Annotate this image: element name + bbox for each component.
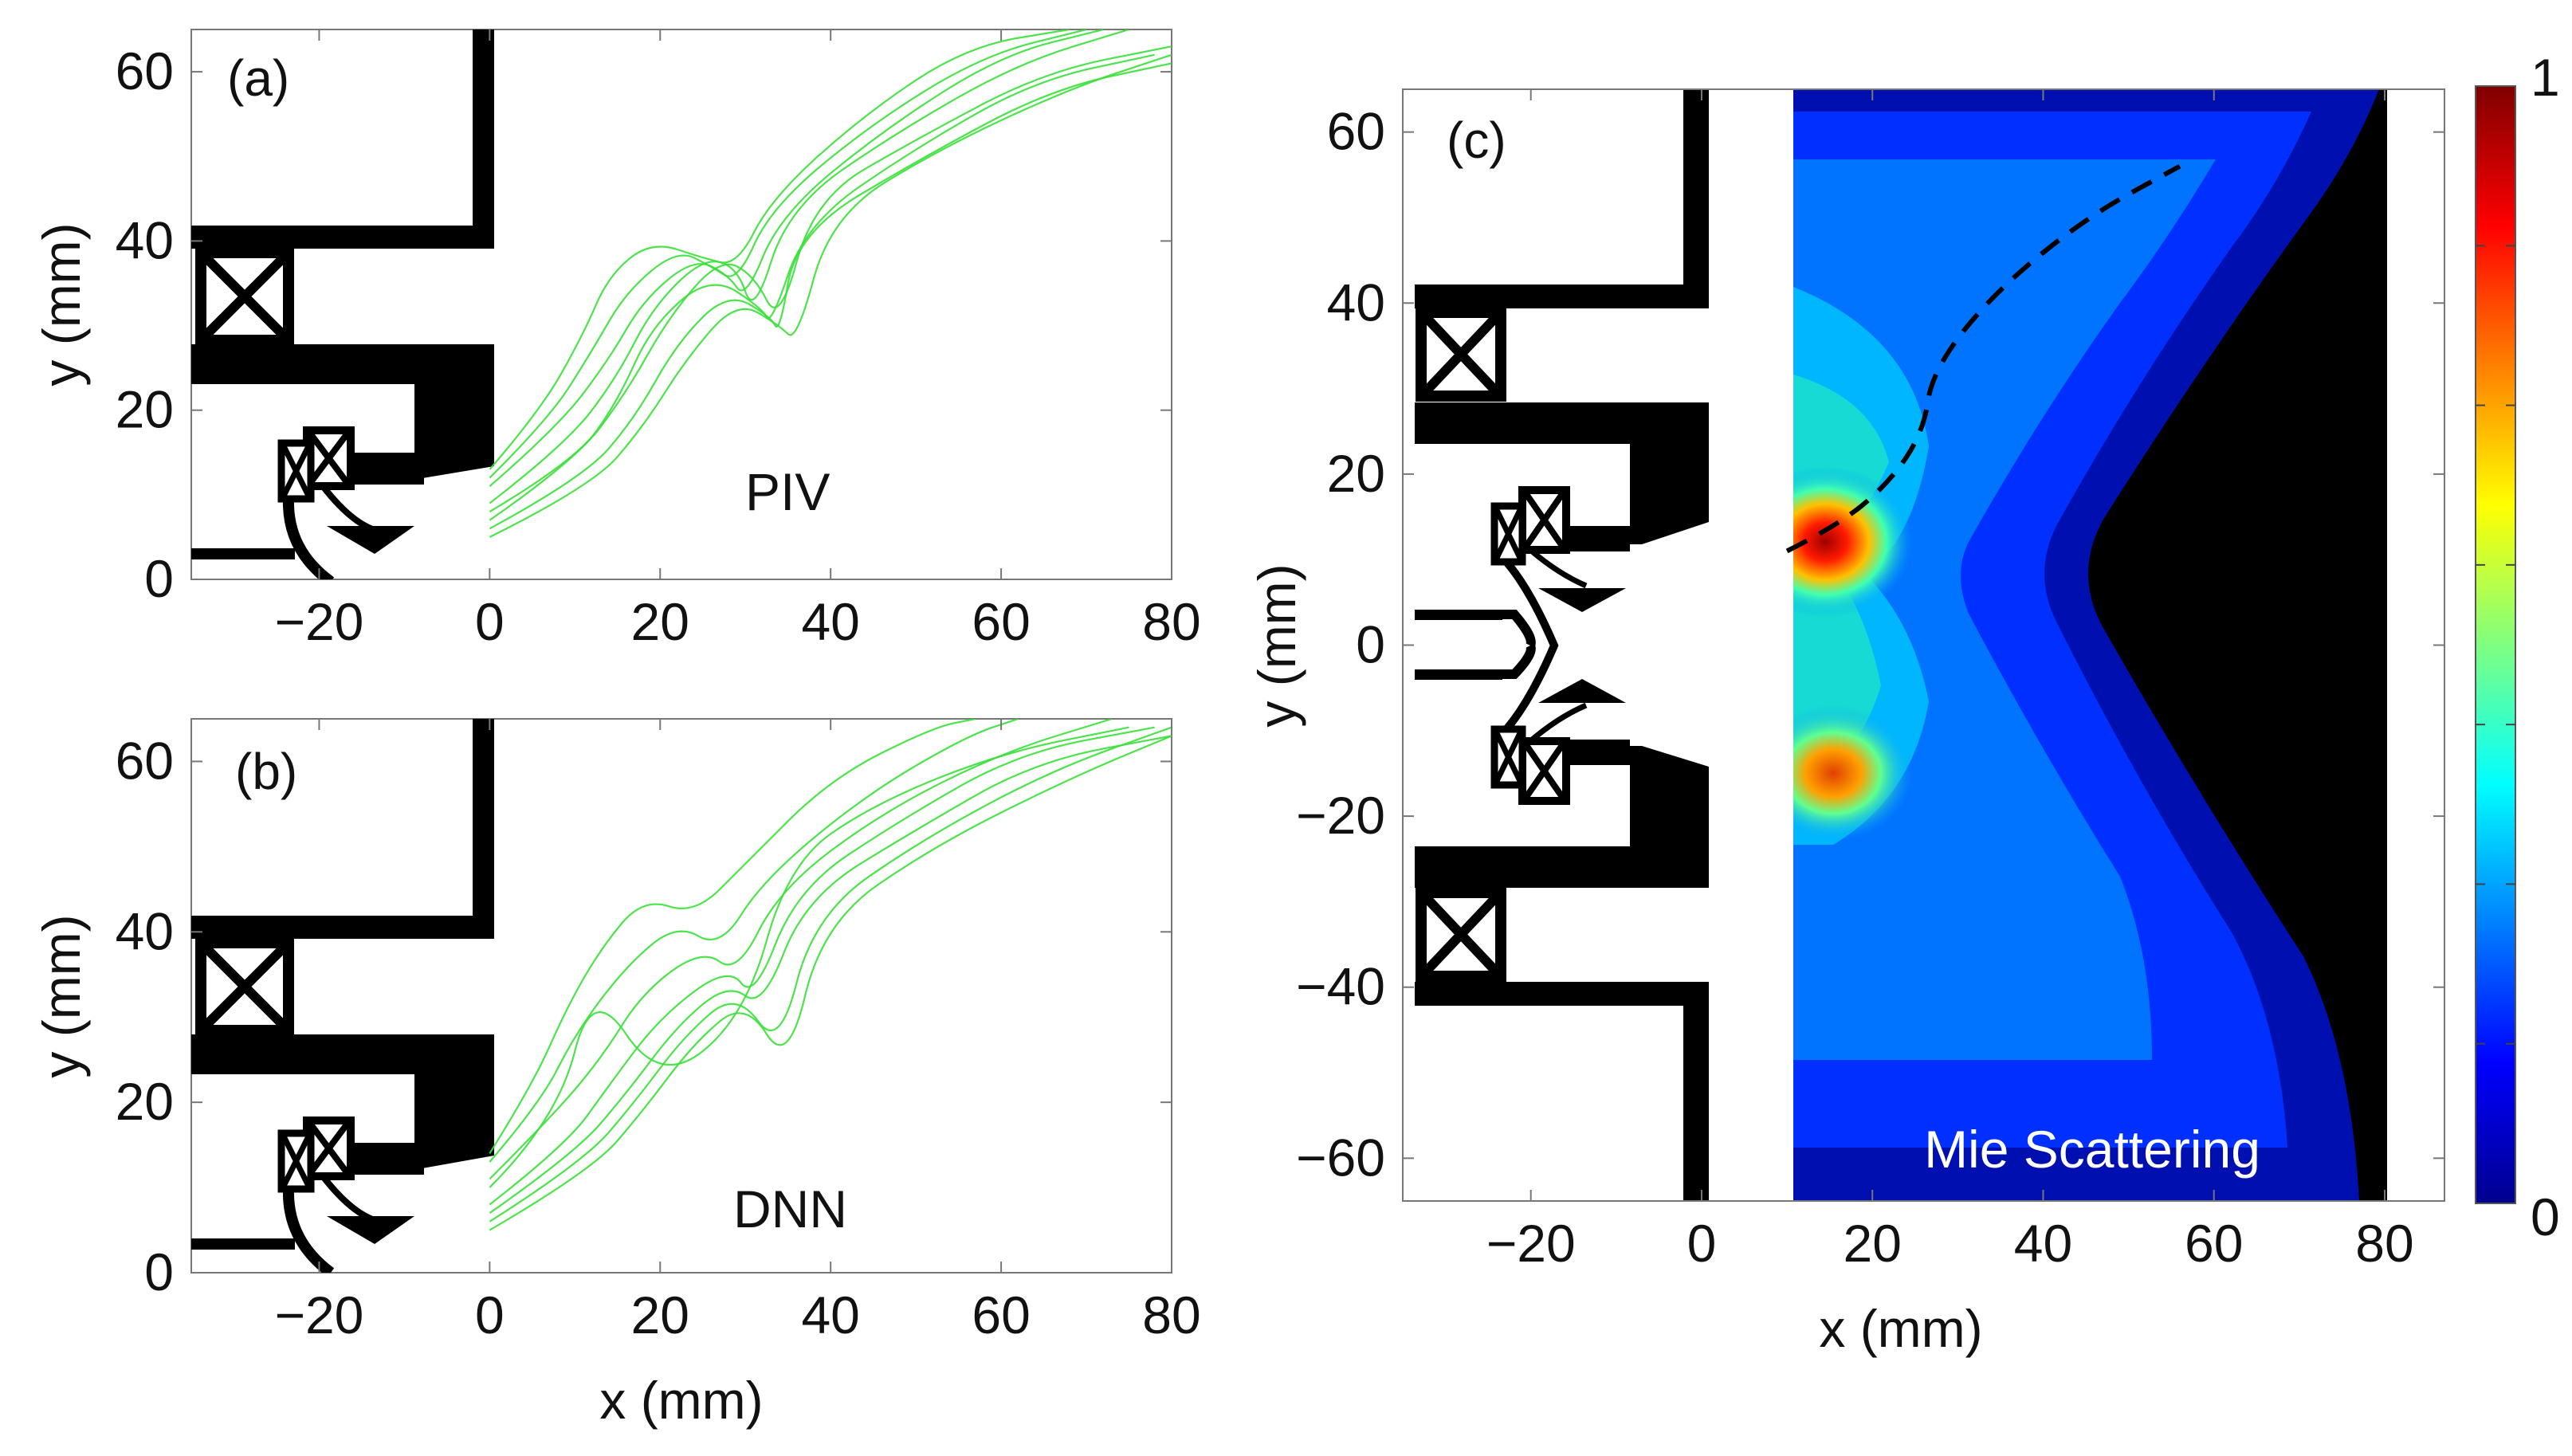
y-tick-label: 40	[116, 901, 174, 960]
panel-c-ylabel: y (mm)	[1247, 563, 1306, 727]
streamline	[489, 735, 1172, 1215]
x-tick-label: 80	[1142, 1285, 1200, 1344]
x-tick-label: 20	[631, 1285, 689, 1344]
x-tick-label: −20	[274, 592, 363, 651]
y-tick-label: 0	[144, 549, 174, 608]
streamline	[489, 53, 1172, 538]
streamline	[489, 62, 1172, 530]
x-tick-label: 80	[2355, 1214, 2413, 1273]
colorbar: 1 0	[2475, 48, 2560, 1246]
x-tick-label: 20	[631, 592, 689, 651]
panel-a-annotation: PIV	[745, 462, 830, 521]
x-tick-label: −20	[274, 1285, 363, 1344]
streamline	[489, 735, 1172, 1231]
panel-b-xlabel: x (mm)	[599, 1371, 763, 1430]
panel-c-tag: (c)	[1447, 112, 1506, 169]
y-tick-label: 20	[1327, 444, 1385, 503]
y-tick-label: 60	[1327, 102, 1385, 161]
x-tick-label: 40	[2014, 1214, 2072, 1273]
panel-b-ylabel: y (mm)	[32, 914, 91, 1077]
streamline	[489, 29, 1070, 470]
panel-a-ticks: −20 0 20 40 60 80 0 20 40 60	[116, 29, 1201, 651]
x-tick-label: −20	[1486, 1214, 1576, 1273]
streamline	[489, 719, 1019, 1163]
panel-a-tag: (a)	[227, 49, 289, 107]
y-tick-label: −60	[1296, 1128, 1385, 1187]
colorbar-max-label: 1	[2531, 48, 2560, 107]
panel-c-ticks: −20 0 20 40 60 80 −60 −40 −20 0 20 40 60	[1296, 89, 2444, 1273]
streamline	[489, 53, 1155, 513]
streamline	[489, 719, 1113, 1180]
panel-a-streamlines	[489, 29, 1172, 538]
y-tick-label: 40	[116, 210, 174, 269]
streamline	[489, 726, 1172, 1222]
panel-b-streamlines	[489, 719, 1172, 1231]
x-tick-label: 0	[1687, 1214, 1717, 1273]
y-tick-label: 60	[116, 731, 174, 790]
y-tick-label: 20	[116, 1072, 174, 1131]
x-tick-label: 60	[972, 592, 1030, 651]
x-tick-label: 0	[475, 592, 505, 651]
x-tick-label: 60	[972, 1285, 1030, 1344]
y-tick-label: 0	[1356, 615, 1385, 674]
x-tick-label: 40	[801, 592, 859, 651]
y-tick-label: 20	[116, 380, 174, 439]
y-tick-label: −40	[1296, 957, 1385, 1016]
panel-c: −20 0 20 40 60 80 −60 −40 −20 0 20 40 60 (c) Mie Sca…	[1247, 88, 2445, 1358]
panel-a-axes-box	[190, 29, 1172, 580]
x-tick-label: 40	[801, 1285, 859, 1344]
y-tick-label: 0	[144, 1242, 174, 1301]
x-tick-label: 20	[1844, 1214, 1902, 1273]
panel-c-geometry	[1415, 89, 1709, 1201]
x-tick-label: 60	[2185, 1214, 2243, 1273]
streamline	[489, 45, 1172, 521]
panel-b: −20 0 20 40 60 80 0 20 40 60 (b) DNN y (mm) x (mm…	[32, 718, 1201, 1430]
panel-b-annotation: DNN	[733, 1179, 847, 1238]
y-tick-label: −20	[1296, 786, 1385, 845]
colorbar-gradient	[2475, 85, 2516, 1204]
panel-b-axes-box	[190, 718, 1172, 1274]
panel-a: −20 0 20 40 60 80 0 20 40 60 (a) PIV y (mm)	[32, 29, 1201, 651]
panel-c-annotation: Mie Scattering	[1924, 1120, 2260, 1179]
panel-b-tag: (b)	[235, 743, 297, 800]
streamline	[489, 29, 1087, 479]
panel-c-xlabel: x (mm)	[1819, 1299, 1982, 1358]
panel-b-ticks: −20 0 20 40 60 80 0 20 40 60	[116, 719, 1201, 1344]
colorbar-min-label: 0	[2531, 1187, 2560, 1246]
streamline	[489, 29, 1104, 488]
panel-c-heatmap	[1712, 89, 2444, 1201]
streamline	[489, 726, 1129, 1188]
x-tick-label: 80	[1142, 592, 1200, 651]
panel-a-ylabel: y (mm)	[32, 222, 91, 386]
streamline	[489, 726, 1155, 1206]
panel-b-geometry	[191, 719, 494, 1273]
panel-a-geometry	[191, 29, 494, 579]
y-tick-label: 40	[1327, 273, 1385, 332]
y-tick-label: 60	[116, 41, 174, 100]
streamline	[489, 719, 976, 1154]
x-tick-label: 0	[475, 1285, 505, 1344]
panel-c-dashed-trajectory	[1785, 163, 2181, 554]
